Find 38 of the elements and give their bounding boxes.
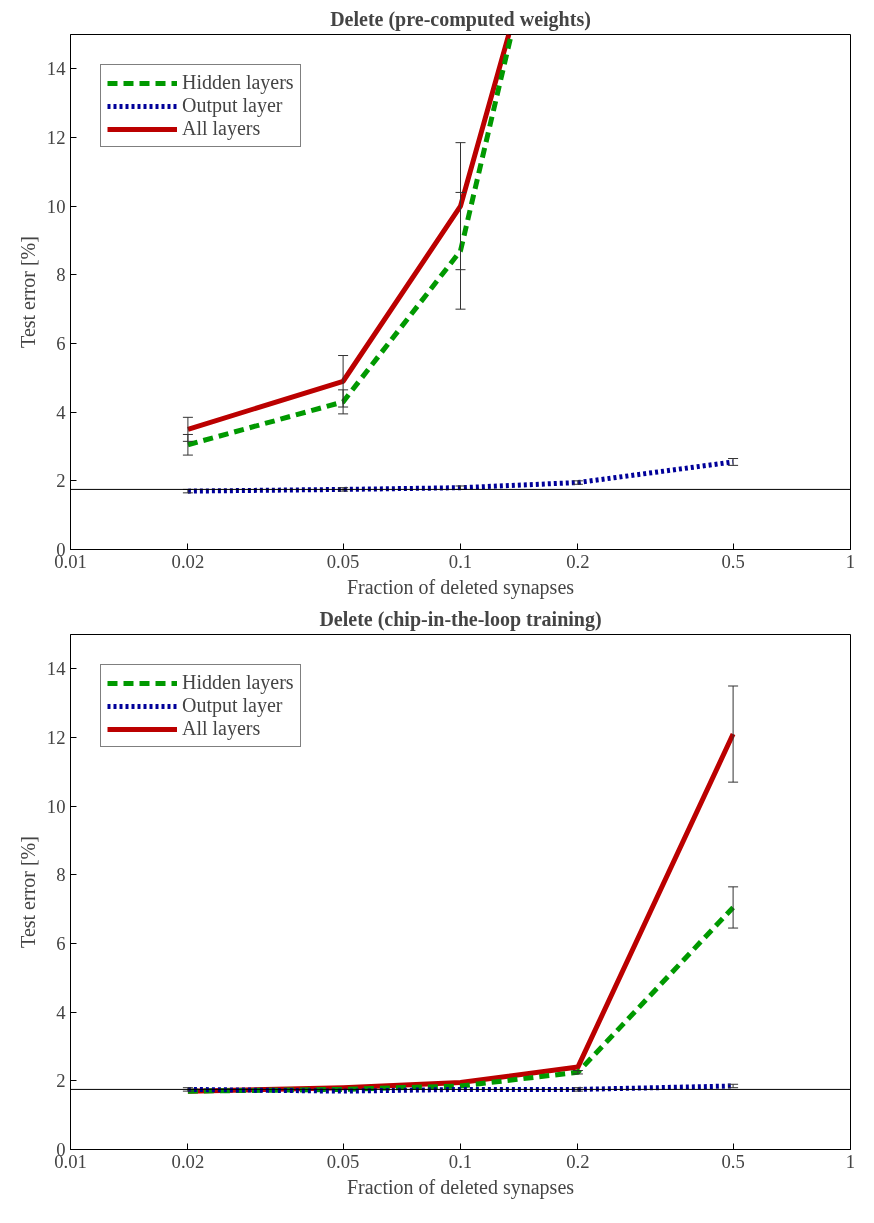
y-tick-label: 6: [56, 933, 66, 954]
chart-title: Delete (pre-computed weights): [330, 7, 591, 31]
y-tick-label: 8: [56, 264, 66, 286]
x-tick-label: 0.05: [326, 1150, 360, 1172]
y-tick-label: 6: [56, 333, 66, 354]
x-axis-title: Fraction of deleted synapses: [346, 1175, 575, 1199]
x-tick-label: 0.02: [171, 550, 205, 572]
legend-label: All layers: [182, 717, 261, 740]
x-tick-label: 0.1: [448, 550, 473, 572]
legend-label: Hidden layers: [182, 71, 294, 94]
y-tick-label: 14: [46, 58, 67, 80]
y-tick-label: 2: [56, 470, 66, 492]
y-tick-label: 8: [56, 864, 66, 886]
x-tick-label: 0.05: [326, 550, 360, 572]
x-tick-label: 0.02: [171, 1150, 205, 1172]
x-tick-label: 0.2: [566, 550, 590, 572]
x-tick-label: 0.1: [448, 1150, 473, 1172]
x-tick-label: 0.2: [566, 1150, 590, 1172]
legend-label: Output layer: [182, 94, 283, 117]
y-tick-label: 12: [46, 727, 66, 748]
y-axis-title: Test error [%]: [16, 836, 39, 948]
y-tick-label: 2: [56, 1070, 66, 1092]
y-axis-title: Test error [%]: [16, 236, 39, 348]
y-tick-label: 14: [46, 658, 67, 680]
legend-label: Output layer: [182, 694, 283, 717]
y-tick-label: 4: [56, 1001, 67, 1023]
legend-label: Hidden layers: [182, 671, 294, 694]
legend-label: All layers: [182, 117, 261, 140]
x-tick-label: 0.5: [721, 550, 745, 572]
y-tick-label: 4: [56, 401, 67, 423]
y-tick-label: 12: [46, 127, 66, 148]
x-tick-label: 0.5: [721, 1150, 745, 1172]
y-tick-label: 10: [46, 795, 66, 817]
x-tick-label: 1: [845, 550, 856, 572]
x-tick-label: 1: [845, 1150, 856, 1172]
x-axis-title: Fraction of deleted synapses: [346, 575, 575, 599]
y-tick-label: 10: [46, 195, 66, 217]
chart-title: Delete (chip-in-the-loop training): [319, 607, 602, 631]
